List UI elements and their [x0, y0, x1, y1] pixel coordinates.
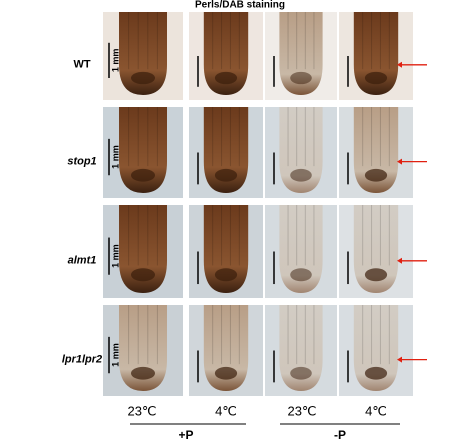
root [203, 305, 249, 391]
micrograph [265, 305, 337, 396]
root-tip-stain [131, 71, 155, 85]
root [279, 305, 323, 391]
root [203, 107, 249, 193]
micrograph [189, 107, 263, 198]
root [119, 107, 167, 193]
micrograph [339, 12, 427, 100]
micrograph: 1 mm [103, 107, 183, 198]
root-tip-stain [290, 71, 312, 85]
column-label: 23℃ [127, 403, 156, 418]
scale-label: 1 mm [110, 145, 120, 169]
micrograph: 1 mm [103, 305, 183, 396]
panel-grid: WT 1 mm stop1 1 mm almt1 1 mm lpr1lpr2 1 mm [62, 12, 427, 396]
root-tip-stain [131, 268, 155, 282]
micrograph [339, 305, 427, 396]
column-label: 23℃ [287, 403, 316, 418]
root [203, 205, 249, 293]
root-tip-stain [290, 366, 312, 380]
root [353, 12, 399, 95]
root-tip-stain [131, 168, 155, 182]
micrograph [265, 107, 337, 198]
root-tip-stain [290, 268, 312, 282]
root [353, 305, 399, 391]
root-tip-stain [364, 168, 388, 182]
micrograph [189, 12, 263, 100]
arrow-head [397, 257, 402, 264]
root [353, 205, 399, 293]
root-tip-stain [214, 71, 238, 85]
row-label: WT [73, 59, 90, 71]
group-label: +P [178, 428, 193, 441]
scale-label: 1 mm [110, 244, 120, 268]
root-tip-stain [290, 168, 312, 182]
row-label: almt1 [68, 255, 97, 267]
root-tip-stain [214, 168, 238, 182]
arrow-head [397, 61, 402, 68]
scale-label: 1 mm [110, 49, 120, 73]
root [203, 12, 249, 95]
root-tip-stain [364, 268, 388, 282]
micrograph [339, 205, 427, 298]
root [353, 107, 399, 193]
figure-title: Perls/DAB staining [195, 0, 285, 11]
root-tip-stain [364, 366, 388, 380]
column-label: 4℃ [365, 403, 387, 418]
group-label: -P [334, 428, 346, 441]
micrograph: 1 mm [103, 12, 183, 100]
arrow-head [397, 356, 402, 363]
micrograph [189, 305, 263, 396]
root-tip-stain [214, 366, 238, 380]
root [119, 205, 167, 293]
condition-labels: 23℃ 4℃ 23℃ 4℃ +P -P [127, 403, 400, 442]
micrograph [339, 107, 427, 198]
root [119, 12, 167, 95]
micrograph [189, 205, 263, 298]
root [119, 305, 167, 391]
root-tip-stain [131, 366, 155, 380]
root [279, 12, 323, 95]
root-tip-stain [364, 71, 388, 85]
row-label: stop1 [67, 156, 96, 168]
micrograph [265, 12, 337, 100]
root [279, 107, 323, 193]
micrograph [265, 205, 337, 298]
column-label: 4℃ [215, 403, 237, 418]
scale-label: 1 mm [110, 343, 120, 367]
root [279, 205, 323, 293]
micrograph: 1 mm [103, 205, 183, 298]
root-tip-stain [214, 268, 238, 282]
arrow-head [397, 158, 402, 165]
row-label: lpr1lpr2 [62, 354, 102, 366]
